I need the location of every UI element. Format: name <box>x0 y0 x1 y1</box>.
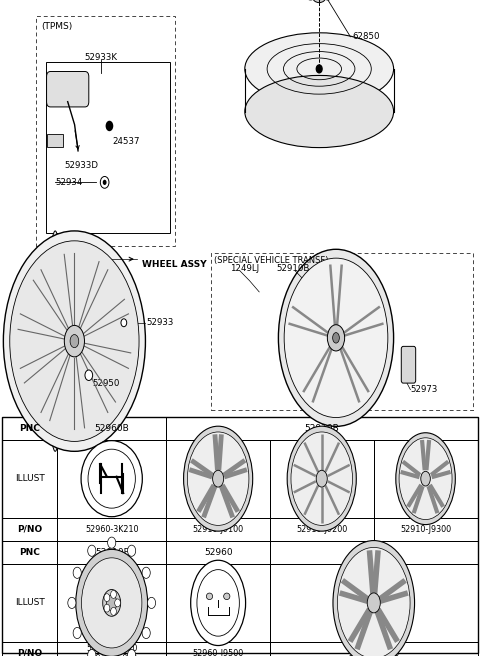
Ellipse shape <box>367 593 380 613</box>
Text: 52960: 52960 <box>204 548 232 557</box>
Text: 52960-J9500: 52960-J9500 <box>192 649 244 656</box>
Text: 52950: 52950 <box>92 379 120 388</box>
Text: (TPMS): (TPMS) <box>41 22 72 31</box>
Ellipse shape <box>3 231 145 451</box>
FancyBboxPatch shape <box>401 346 416 383</box>
Circle shape <box>88 649 96 656</box>
Circle shape <box>121 319 127 327</box>
Ellipse shape <box>312 0 326 3</box>
Ellipse shape <box>245 33 394 105</box>
Ellipse shape <box>81 441 143 517</box>
Text: 52910B: 52910B <box>356 548 391 557</box>
Circle shape <box>73 627 81 638</box>
Text: 52910-J9100: 52910-J9100 <box>192 525 244 534</box>
Ellipse shape <box>287 426 356 531</box>
Ellipse shape <box>278 249 394 426</box>
Ellipse shape <box>333 333 339 343</box>
Circle shape <box>142 567 150 579</box>
Text: ILLUST: ILLUST <box>15 598 45 607</box>
Text: 52910B: 52910B <box>276 264 310 274</box>
Circle shape <box>110 607 116 615</box>
Text: P/NO: P/NO <box>17 525 42 534</box>
Ellipse shape <box>399 438 452 520</box>
Ellipse shape <box>316 470 327 487</box>
Text: 52910F: 52910F <box>95 548 129 557</box>
Text: PNC: PNC <box>19 548 40 557</box>
Ellipse shape <box>103 590 120 616</box>
Circle shape <box>88 545 96 556</box>
Ellipse shape <box>224 593 230 600</box>
Circle shape <box>68 598 76 609</box>
Ellipse shape <box>245 75 394 148</box>
Circle shape <box>128 649 136 656</box>
Text: PNC: PNC <box>19 424 40 432</box>
Ellipse shape <box>206 593 213 600</box>
Ellipse shape <box>183 426 252 531</box>
Circle shape <box>108 537 116 548</box>
Circle shape <box>316 65 322 73</box>
Text: 52934: 52934 <box>55 178 83 187</box>
Circle shape <box>104 604 110 612</box>
Circle shape <box>85 370 93 380</box>
Ellipse shape <box>291 432 352 525</box>
Text: 52933K: 52933K <box>84 53 117 62</box>
Ellipse shape <box>191 560 246 646</box>
Ellipse shape <box>64 325 84 357</box>
Text: 52973: 52973 <box>410 385 438 394</box>
Ellipse shape <box>197 569 240 636</box>
Text: 52933: 52933 <box>146 318 174 327</box>
Text: 52960-3K210: 52960-3K210 <box>85 525 138 534</box>
FancyBboxPatch shape <box>47 134 63 147</box>
Circle shape <box>106 121 113 131</box>
Circle shape <box>104 594 110 602</box>
Ellipse shape <box>76 549 148 656</box>
Ellipse shape <box>421 471 431 486</box>
Text: 52910-J9200: 52910-J9200 <box>296 525 348 534</box>
Ellipse shape <box>187 432 249 525</box>
Circle shape <box>147 598 156 609</box>
Ellipse shape <box>88 449 135 508</box>
Ellipse shape <box>337 547 410 656</box>
Ellipse shape <box>70 335 79 348</box>
Ellipse shape <box>107 595 117 611</box>
Text: 24537: 24537 <box>113 137 140 146</box>
Circle shape <box>73 567 81 579</box>
Text: 52910B: 52910B <box>305 424 339 432</box>
Ellipse shape <box>333 541 415 656</box>
Text: ILLUST: ILLUST <box>15 474 45 483</box>
Circle shape <box>115 599 120 607</box>
Ellipse shape <box>10 241 139 441</box>
Text: 52933D: 52933D <box>65 161 99 170</box>
Text: 62850: 62850 <box>353 32 380 41</box>
FancyBboxPatch shape <box>47 72 89 107</box>
Ellipse shape <box>82 558 142 648</box>
Circle shape <box>110 590 116 598</box>
Text: 1249LJ: 1249LJ <box>230 264 260 274</box>
Ellipse shape <box>396 433 456 525</box>
Ellipse shape <box>48 231 63 451</box>
Text: (SPECIAL VEHICLE TRANSF): (SPECIAL VEHICLE TRANSF) <box>214 256 328 266</box>
Circle shape <box>128 545 136 556</box>
Ellipse shape <box>284 258 388 418</box>
Circle shape <box>103 180 107 185</box>
Text: 52960B: 52960B <box>95 424 129 432</box>
Text: 52910-J9500: 52910-J9500 <box>348 649 399 656</box>
Text: P/NO: P/NO <box>17 649 42 656</box>
Text: 52910-A4910
52910-3S910: 52910-A4910 52910-3S910 <box>86 644 137 656</box>
Text: WHEEL ASSY: WHEEL ASSY <box>142 260 206 269</box>
Text: 52910-J9300: 52910-J9300 <box>400 525 451 534</box>
Circle shape <box>142 627 150 638</box>
Ellipse shape <box>213 470 224 487</box>
Ellipse shape <box>327 325 345 351</box>
